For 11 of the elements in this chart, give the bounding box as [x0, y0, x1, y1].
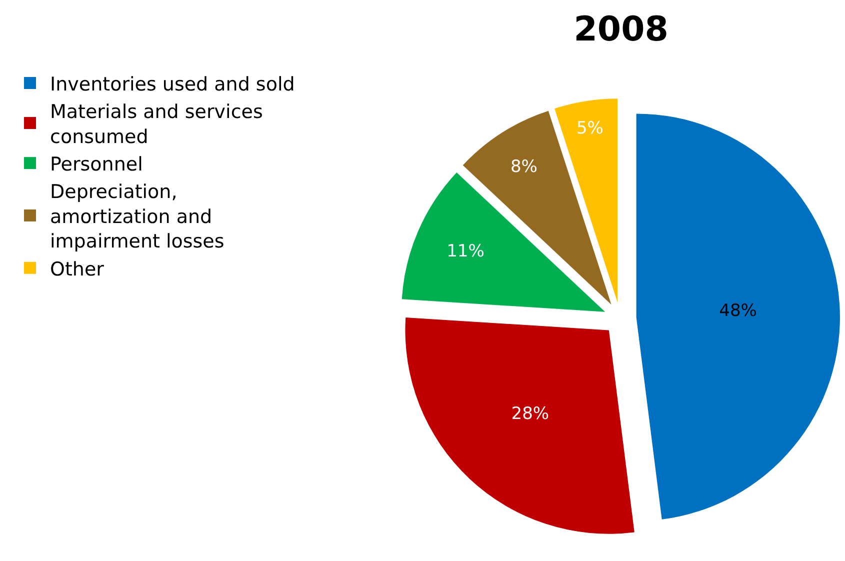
data-label: 48%: [719, 300, 757, 321]
data-label: 28%: [511, 404, 550, 424]
legend-label: Depreciation, amortization and impairment losses: [50, 181, 224, 253]
legend-label: Other: [50, 258, 104, 280]
legend-label: Inventories used and sold: [50, 73, 295, 96]
legend-label: Materials and services consumed: [50, 101, 263, 148]
data-label: 5%: [576, 118, 604, 138]
data-label: 11%: [446, 241, 484, 262]
legend-label: Personnel: [50, 153, 143, 176]
chart-title: 2008: [574, 10, 668, 50]
data-label: 8%: [510, 156, 538, 177]
